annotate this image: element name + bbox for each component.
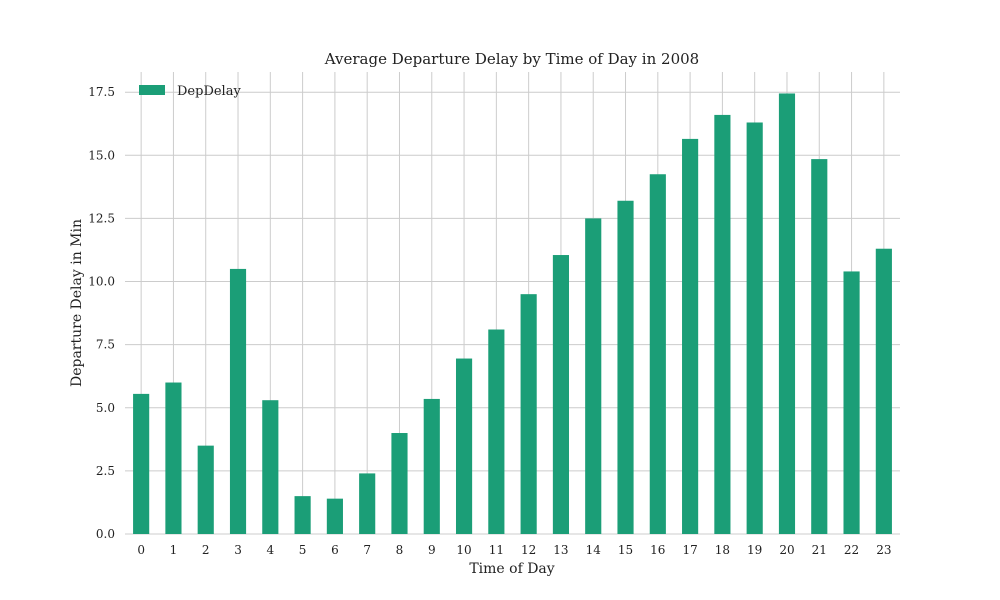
- x-tick-label: 18: [715, 543, 730, 557]
- bar: [229, 268, 247, 534]
- x-tick-label: 16: [650, 543, 665, 557]
- x-tick-label: 5: [299, 543, 307, 557]
- bar: [455, 358, 473, 534]
- bar: [165, 382, 182, 534]
- y-axis-label: Departure Delay in Min: [69, 219, 85, 387]
- x-tick-label: 9: [428, 543, 436, 557]
- bar: [552, 255, 570, 535]
- bar: [520, 294, 537, 534]
- y-tick-label: 17.5: [88, 85, 115, 99]
- x-tick-label: 15: [618, 543, 633, 557]
- legend-swatch: [139, 85, 165, 95]
- x-tick-label: 11: [489, 543, 504, 557]
- x-tick-label: 12: [521, 543, 536, 557]
- x-tick-label: 8: [396, 543, 404, 557]
- bar: [649, 174, 666, 534]
- x-tick-label: 17: [682, 543, 697, 557]
- y-tick-label: 5.0: [96, 401, 115, 415]
- bar: [359, 473, 376, 534]
- bar: [746, 122, 763, 534]
- y-tick-label: 7.5: [96, 338, 115, 352]
- x-tick-label: 22: [844, 543, 859, 557]
- y-tick-label: 12.5: [88, 211, 115, 225]
- x-axis-label: Time of Day: [469, 561, 554, 577]
- bar-series: [133, 93, 892, 535]
- bar: [585, 218, 602, 535]
- bar: [778, 93, 796, 534]
- bar: [262, 400, 279, 534]
- bar: [294, 496, 311, 534]
- x-tick-label: 2: [202, 543, 210, 557]
- legend-label: DepDelay: [177, 84, 241, 99]
- bar: [843, 271, 860, 534]
- bar: [811, 159, 828, 534]
- bar: [617, 200, 634, 535]
- x-tick-label: 10: [456, 543, 471, 557]
- bar: [423, 398, 440, 534]
- y-tick-label: 0.0: [96, 527, 115, 541]
- bar: [197, 445, 214, 534]
- y-tick-label: 2.5: [96, 464, 115, 478]
- x-tick-label: 20: [779, 543, 794, 557]
- y-tick-label: 15.0: [88, 148, 115, 162]
- x-tick-label: 3: [234, 543, 242, 557]
- x-tick-label: 13: [553, 543, 568, 557]
- y-tick-labels: 0.0 2.5 5.0 7.5 10.0 12.5 15.0 17.5: [88, 85, 115, 541]
- x-tick-label: 4: [266, 543, 274, 557]
- x-tick-label: 23: [876, 543, 891, 557]
- x-tick-label: 21: [812, 543, 827, 557]
- x-tick-label: 6: [331, 543, 339, 557]
- x-tick-label: 14: [586, 543, 602, 557]
- x-tick-label: 0: [137, 543, 145, 557]
- x-tick-label: 19: [747, 543, 762, 557]
- y-tick-label: 10.0: [88, 275, 115, 289]
- bar: [326, 498, 343, 534]
- x-tick-labels: 0 1 2 3 4 5 6 7 8 9 10 11 12 13 14 15 16 17 18 19 20 21 22 23: [137, 543, 891, 557]
- bar: [682, 138, 699, 534]
- chart-title: Average Departure Delay by Time of Day i…: [324, 50, 699, 68]
- legend: DepDelay: [139, 84, 241, 99]
- bar: [714, 114, 731, 534]
- bar: [875, 248, 892, 534]
- bar: [133, 393, 150, 534]
- bar: [488, 329, 505, 534]
- bar: [391, 433, 408, 534]
- x-tick-label: 1: [170, 543, 178, 557]
- x-tick-label: 7: [363, 543, 371, 557]
